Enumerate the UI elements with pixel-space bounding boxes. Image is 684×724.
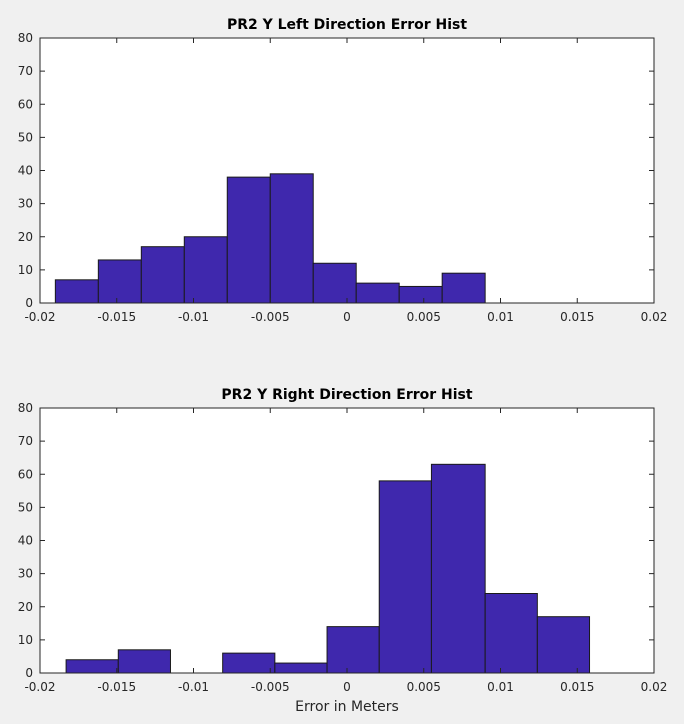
bottom-bar-7 xyxy=(378,480,432,674)
bottom-tick-labels: -0.02 -0.015 -0.01 -0.005 0 0.005 0.01 0.015 0.0… xyxy=(18,401,668,694)
bottom-x-tick-label-8: 0.015 xyxy=(560,680,594,694)
top-y-tick-label-6: 50 xyxy=(18,130,33,144)
top-bar-2 xyxy=(97,259,142,304)
bottom-y-tick-label-6: 50 xyxy=(18,500,33,514)
top-histogram: -0.02 -0.015 -0.01 -0.005 0 0.005 0.01 0.015 0.0… xyxy=(18,17,668,324)
top-y-tick-label-3: 20 xyxy=(18,230,33,244)
bottom-ticks xyxy=(39,407,655,674)
bottom-x-tick-label-6: 0.005 xyxy=(407,680,441,694)
top-bar-6 xyxy=(269,173,314,304)
bottom-y-tick-label-2: 10 xyxy=(18,633,33,647)
top-bar-7 xyxy=(312,262,357,304)
top-bar-5 xyxy=(226,176,271,304)
top-x-tick-label-6: 0.005 xyxy=(407,310,441,324)
top-bar-1 xyxy=(54,279,99,304)
top-x-tick-label-9: 0.02 xyxy=(641,310,668,324)
bottom-x-tick-label-1: -0.02 xyxy=(24,680,55,694)
top-tick-labels: -0.02 -0.015 -0.01 -0.005 0 0.005 0.01 0.015 0.0… xyxy=(18,31,668,324)
bottom-y-tick-label-9: 80 xyxy=(18,401,33,415)
bottom-y-tick-label-4: 30 xyxy=(18,567,33,581)
top-bar-3 xyxy=(140,246,185,304)
top-x-tick-label-5: 0 xyxy=(343,310,351,324)
top-y-tick-label-8: 70 xyxy=(18,64,33,78)
bottom-bar-6 xyxy=(326,626,380,674)
top-bar-10 xyxy=(441,272,486,304)
bottom-bar-9 xyxy=(484,593,538,674)
bottom-y-tick-label-1: 0 xyxy=(25,666,33,680)
top-y-tick-label-7: 60 xyxy=(18,97,33,111)
bottom-x-axis-label: Error in Meters xyxy=(295,699,399,715)
top-x-tick-label-8: 0.015 xyxy=(560,310,594,324)
bottom-x-tick-label-7: 0.01 xyxy=(487,680,514,694)
top-x-tick-label-2: -0.015 xyxy=(97,310,136,324)
bottom-y-tick-label-8: 70 xyxy=(18,434,33,448)
bottom-y-tick-label-3: 20 xyxy=(18,600,33,614)
bottom-x-tick-label-4: -0.005 xyxy=(251,680,290,694)
bottom-histogram: -0.02 -0.015 -0.01 -0.005 0 0.005 0.01 0.015 0.0… xyxy=(18,387,668,715)
top-x-tick-label-7: 0.01 xyxy=(487,310,514,324)
bottom-chart-title: PR2 Y Right Direction Error Hist xyxy=(221,387,472,403)
top-bar-8 xyxy=(355,282,400,304)
top-bar-9 xyxy=(398,285,443,304)
bottom-bar-2 xyxy=(117,649,171,674)
top-ticks xyxy=(39,37,655,304)
bottom-y-tick-label-5: 40 xyxy=(18,534,33,548)
bottom-bar-10 xyxy=(536,616,591,674)
top-y-tick-label-2: 10 xyxy=(18,263,33,277)
top-y-tick-label-1: 0 xyxy=(25,296,33,310)
top-x-tick-label-3: -0.01 xyxy=(178,310,209,324)
bottom-y-tick-label-7: 60 xyxy=(18,467,33,481)
bottom-bars xyxy=(65,463,591,674)
bottom-x-tick-label-5: 0 xyxy=(343,680,351,694)
top-x-tick-label-1: -0.02 xyxy=(24,310,55,324)
top-x-tick-label-4: -0.005 xyxy=(251,310,290,324)
bottom-bar-8 xyxy=(430,463,486,674)
top-y-tick-label-9: 80 xyxy=(18,31,33,45)
top-y-tick-label-5: 40 xyxy=(18,164,33,178)
bottom-x-tick-label-3: -0.01 xyxy=(178,680,209,694)
top-y-tick-label-4: 30 xyxy=(18,197,33,211)
bottom-x-tick-label-2: -0.015 xyxy=(97,680,136,694)
top-bars xyxy=(54,173,486,304)
bottom-bar-5 xyxy=(274,662,328,674)
top-chart-title: PR2 Y Left Direction Error Hist xyxy=(227,17,467,33)
bottom-bar-1 xyxy=(65,659,119,674)
bottom-x-tick-label-9: 0.02 xyxy=(641,680,668,694)
bottom-bar-4 xyxy=(222,652,276,674)
top-bar-4 xyxy=(183,236,228,304)
